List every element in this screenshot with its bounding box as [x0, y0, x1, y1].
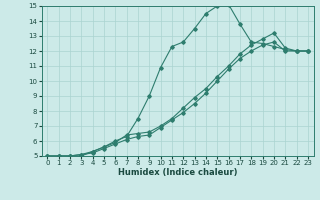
X-axis label: Humidex (Indice chaleur): Humidex (Indice chaleur) — [118, 168, 237, 177]
